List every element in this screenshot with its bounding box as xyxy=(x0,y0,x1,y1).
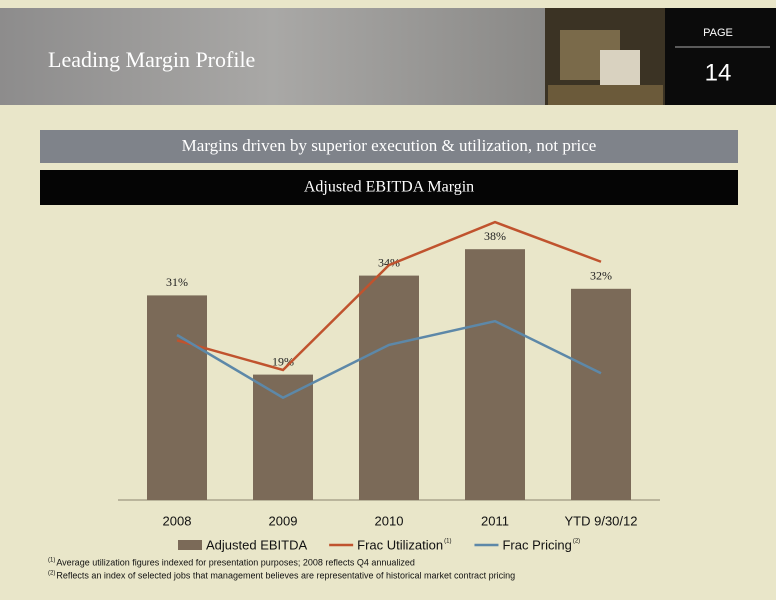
x-tick-label: YTD 9/30/12 xyxy=(565,513,638,528)
footnote-marker: (2) xyxy=(48,571,55,577)
data-label: 38% xyxy=(484,229,506,243)
legend-swatch xyxy=(178,540,202,550)
banner-text: Margins driven by superior execution & u… xyxy=(182,136,597,155)
footnote-text: Average utilization figures indexed for … xyxy=(56,557,415,567)
slide-title: Leading Margin Profile xyxy=(48,47,255,72)
header-photo xyxy=(545,8,665,105)
page-number: 14 xyxy=(705,59,732,86)
page-label: PAGE xyxy=(703,27,733,39)
footnote-marker: (1) xyxy=(48,558,55,564)
chart-title: Adjusted EBITDA Margin xyxy=(304,179,474,196)
legend-footnote-marker: (2) xyxy=(573,539,580,545)
line xyxy=(176,319,602,400)
legend-label: Adjusted EBITDA xyxy=(206,537,307,552)
line xyxy=(176,220,602,372)
legend-label: Frac Utilization xyxy=(357,537,443,552)
page-box xyxy=(665,8,776,105)
plot: 2008 2009 2010 2011 YTD 9/30/1231%19%34%38%3… xyxy=(118,220,660,528)
x-tick-label: 2010 xyxy=(375,513,404,528)
footnotes: (1) Average utilization figures indexed f… xyxy=(48,557,515,580)
legend-footnote-marker: (1) xyxy=(444,539,451,545)
legend-label: Frac Pricing xyxy=(502,537,571,552)
banner xyxy=(40,130,738,163)
x-tick-label: 2008 xyxy=(163,513,192,528)
data-label: 32% xyxy=(590,269,612,283)
legend: Adjusted EBITDA Frac Utilization (1) Frac P… xyxy=(178,537,580,552)
data-label: 34% xyxy=(378,255,400,269)
bar xyxy=(571,288,631,500)
x-tick-label: 2009 xyxy=(269,513,298,528)
bar xyxy=(147,295,207,500)
data-label: 31% xyxy=(166,275,188,289)
bar xyxy=(465,249,525,500)
header-bar xyxy=(0,8,545,105)
footnote-text: Reflects an index of selected jobs that … xyxy=(56,570,515,580)
x-tick-label: 2011 xyxy=(481,513,509,528)
bar xyxy=(359,275,419,500)
bar xyxy=(253,374,313,500)
chart-title-bar xyxy=(40,170,738,205)
